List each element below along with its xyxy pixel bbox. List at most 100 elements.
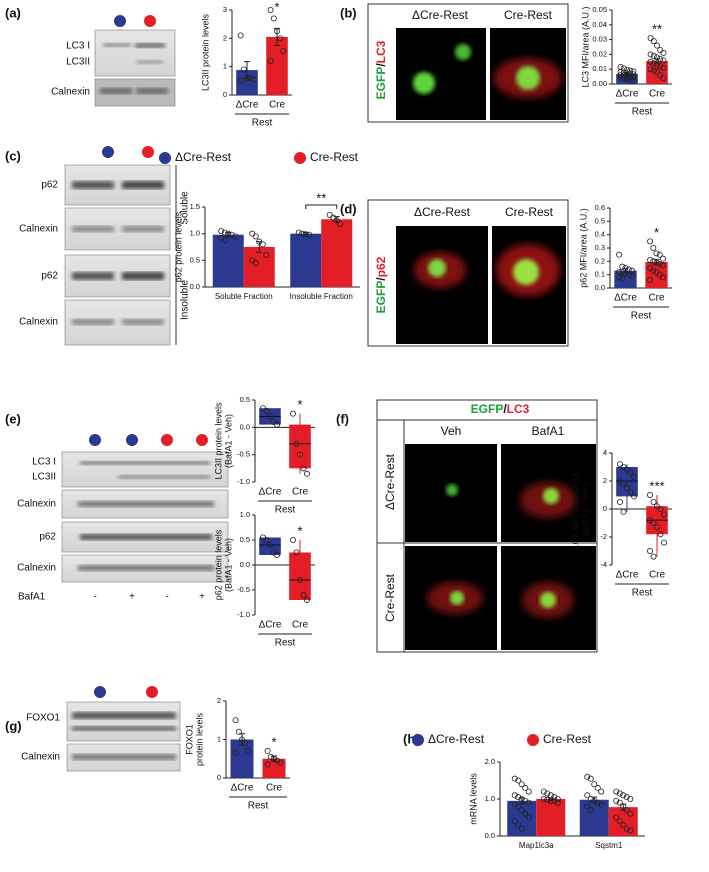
y-axis-label: LC3 MFI/area (A.U.) xyxy=(570,468,580,549)
data-point xyxy=(232,233,239,240)
stain-label: EGFP/LC3 xyxy=(471,402,530,416)
treatment-sign: - xyxy=(165,592,168,603)
data-point xyxy=(511,775,518,782)
data-point xyxy=(613,814,620,821)
y-axis-label: p62 MFI/area (A.U.) xyxy=(578,208,588,288)
data-point xyxy=(627,489,634,496)
data-point xyxy=(617,74,624,81)
y-axis-label: p62 protein levels xyxy=(173,211,183,282)
data-point xyxy=(587,775,594,782)
data-point xyxy=(617,498,624,505)
data-point xyxy=(540,788,547,795)
panel-label: (g) xyxy=(5,718,22,733)
data-point xyxy=(584,773,591,780)
y-tick-label: 0.0 xyxy=(485,831,495,840)
data-point xyxy=(627,76,634,83)
data-point xyxy=(623,794,630,801)
group-label: Rest xyxy=(275,505,296,516)
data-point xyxy=(650,52,657,59)
y-axis-label: mRNA levels xyxy=(468,773,478,825)
data-point xyxy=(630,78,637,85)
treatment-sign: + xyxy=(199,592,205,603)
data-point xyxy=(613,788,620,795)
data-point xyxy=(263,537,270,544)
panel-label: (f) xyxy=(336,411,349,426)
bar xyxy=(230,739,254,778)
data-point xyxy=(647,238,654,245)
data-point xyxy=(627,469,634,476)
data-point xyxy=(631,473,638,480)
blot-label: Calnexin xyxy=(17,563,56,574)
error-bar xyxy=(239,733,245,746)
significance: * xyxy=(274,0,279,14)
data-point xyxy=(660,57,667,64)
y-axis-label: LC3II protein levels xyxy=(200,13,210,91)
group-label: Rest xyxy=(632,107,653,118)
group-label: Rest xyxy=(632,588,653,599)
data-point xyxy=(337,221,344,228)
y-tick-label: 0.1 xyxy=(595,270,605,279)
data-point xyxy=(647,276,654,283)
data-point xyxy=(656,251,663,258)
data-point xyxy=(242,740,249,747)
significance-bracket xyxy=(305,204,338,209)
data-point xyxy=(584,792,591,799)
significance: * xyxy=(297,397,302,412)
stain: EGFP xyxy=(471,402,504,416)
data-point xyxy=(263,251,270,258)
data-point xyxy=(647,548,654,555)
stain: LC3 xyxy=(374,40,388,63)
data-point xyxy=(515,803,522,810)
data-point xyxy=(232,749,239,756)
data-point xyxy=(232,717,239,724)
data-point xyxy=(620,75,627,82)
data-point xyxy=(259,241,266,248)
significance: ** xyxy=(652,22,662,37)
x-tick-label: Cre xyxy=(648,293,665,304)
data-point xyxy=(647,58,654,65)
data-point xyxy=(264,748,271,755)
data-point xyxy=(661,539,668,546)
x-tick-label: Cre xyxy=(649,570,666,581)
legend-label: ΔCre-Rest xyxy=(428,732,485,746)
y-tick-label: -1.0 xyxy=(237,477,250,486)
data-point xyxy=(228,231,235,238)
data-point xyxy=(620,821,627,828)
data-point xyxy=(267,7,274,13)
data-point xyxy=(627,796,634,803)
error-bar xyxy=(271,755,277,762)
data-point xyxy=(515,794,522,801)
error-bar xyxy=(622,268,629,274)
error-bar xyxy=(653,258,660,266)
data-point xyxy=(249,230,256,237)
error-bar xyxy=(591,796,598,803)
y-tick-label: -0.5 xyxy=(237,450,250,459)
blot-label: Calnexin xyxy=(19,317,58,328)
y-tick-label: 0.02 xyxy=(592,49,607,58)
data-point xyxy=(296,577,303,584)
bar xyxy=(212,234,244,287)
error-bar xyxy=(620,803,627,811)
data-point xyxy=(252,259,259,266)
data-point xyxy=(293,440,300,447)
error-bar xyxy=(624,71,630,76)
y-tick-label: 3 xyxy=(223,5,227,14)
data-point xyxy=(221,237,228,244)
x-tick-label: ΔCre xyxy=(616,570,639,581)
data-point xyxy=(235,728,242,735)
blot-label: p62 xyxy=(39,532,56,543)
data-point xyxy=(647,51,654,58)
x-tick-label: ΔCre xyxy=(616,89,639,100)
y-tick-label: 1 xyxy=(217,734,221,743)
treatment-sign: + xyxy=(129,592,135,603)
data-point xyxy=(657,72,664,79)
x-tick-label: Cre xyxy=(292,620,309,631)
image-column: ΔCre-Rest xyxy=(412,8,469,22)
layout xyxy=(61,3,598,772)
data-point xyxy=(245,748,252,755)
y-tick-label: -0.5 xyxy=(237,585,250,594)
data-point xyxy=(598,801,605,808)
y-axis-label: LC3II protein levels xyxy=(213,402,223,480)
data-point xyxy=(522,797,529,804)
data-point xyxy=(515,777,522,784)
